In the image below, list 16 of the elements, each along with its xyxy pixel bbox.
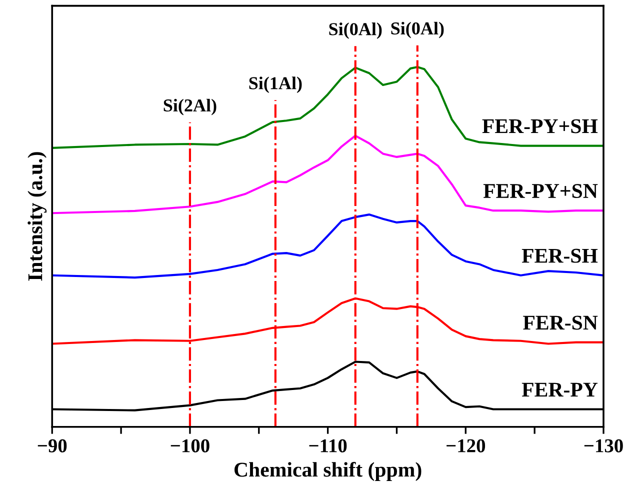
x-tick-label: −90 [38, 439, 67, 452]
series-label: FER-PY+SH [482, 119, 598, 134]
ref-line-label: Si(1Al) [249, 76, 302, 93]
series-label: FER-SH [522, 248, 598, 263]
y-axis-title: Intensity (a.u.) [28, 152, 47, 281]
ref-line-label: Si(0Al) [329, 22, 382, 39]
series-label: FER-SN [523, 316, 598, 330]
series-label: FER-PY+SN [483, 184, 598, 198]
ref-line-label: Si(0Al) [391, 22, 444, 38]
x-axis-title: Chemical shift (ppm) [234, 462, 422, 481]
x-tick-label: −130 [584, 439, 623, 452]
x-tick-label: −110 [309, 439, 347, 452]
ref-line-label: Si(2Al) [164, 98, 216, 116]
x-tick-label: −120 [446, 439, 486, 452]
x-tick-label: −100 [170, 439, 210, 452]
series-label: FER-PY [522, 382, 598, 396]
